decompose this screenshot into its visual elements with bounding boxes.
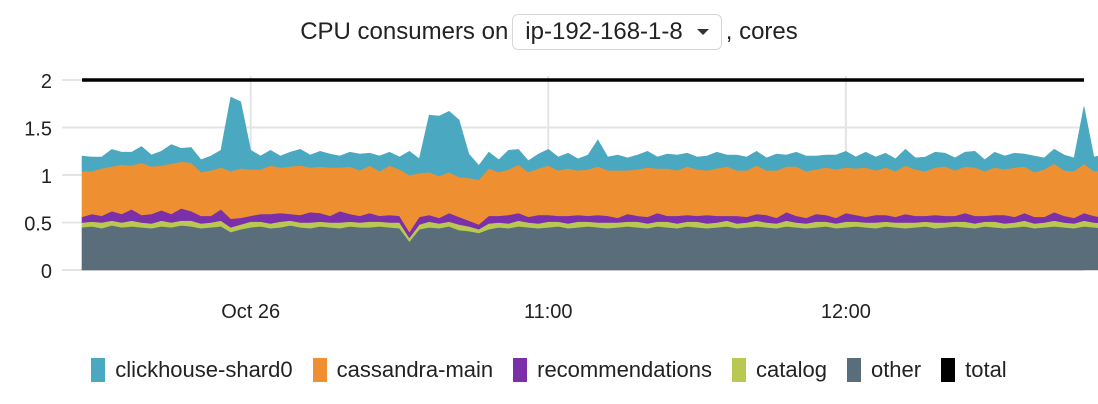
y-axis: 0 0.5 1 1.5 2 <box>24 71 52 283</box>
legend-label: total <box>965 357 1007 382</box>
legend-swatch <box>846 358 861 382</box>
legend-item-recommendations[interactable]: recommendations <box>513 357 712 383</box>
y-tick-label: 2 <box>41 71 52 93</box>
area-layer <box>81 96 1098 271</box>
legend-item-total[interactable]: total <box>941 357 1007 383</box>
caret-down-icon <box>696 29 709 35</box>
y-tick-label: 1 <box>41 166 52 188</box>
legend: clickhouse-shard0 cassandra-main recommend… <box>0 354 1098 386</box>
host-dropdown[interactable]: ip-192-168-1-8 <box>512 14 722 50</box>
chart-title-prefix: CPU consumers on <box>300 18 509 45</box>
y-tick-label: 0 <box>41 261 52 283</box>
legend-swatch <box>513 358 528 382</box>
host-dropdown-value: ip-192-168-1-8 <box>525 18 683 45</box>
legend-item-cassandra-main[interactable]: cassandra-main <box>312 357 494 383</box>
x-tick-label: 12:00 <box>821 301 871 323</box>
legend-label: other <box>870 357 922 382</box>
legend-label: catalog <box>756 357 827 382</box>
legend-swatch <box>91 358 106 382</box>
x-tick-label: 11:00 <box>524 301 573 323</box>
legend-item-clickhouse-shard0[interactable]: clickhouse-shard0 <box>91 357 293 383</box>
chart-header: CPU consumers on ip-192-168-1-8 , cores <box>0 10 1098 54</box>
legend-item-other[interactable]: other <box>846 357 922 383</box>
x-tick-label: Oct 26 <box>221 301 280 323</box>
area-clickhouse-shard0 <box>81 96 1098 181</box>
y-tick-label: 1.5 <box>24 119 52 141</box>
chart-title-suffix: , cores <box>725 18 798 45</box>
legend-label: cassandra-main <box>336 357 494 382</box>
legend-item-catalog[interactable]: catalog <box>732 357 827 383</box>
legend-label: recommendations <box>537 357 712 382</box>
legend-swatch <box>941 358 956 382</box>
area-other <box>81 224 1098 271</box>
legend-swatch <box>732 358 746 382</box>
y-tick-label: 0.5 <box>24 214 52 236</box>
legend-label: clickhouse-shard0 <box>115 357 293 382</box>
legend-swatch <box>312 358 327 382</box>
